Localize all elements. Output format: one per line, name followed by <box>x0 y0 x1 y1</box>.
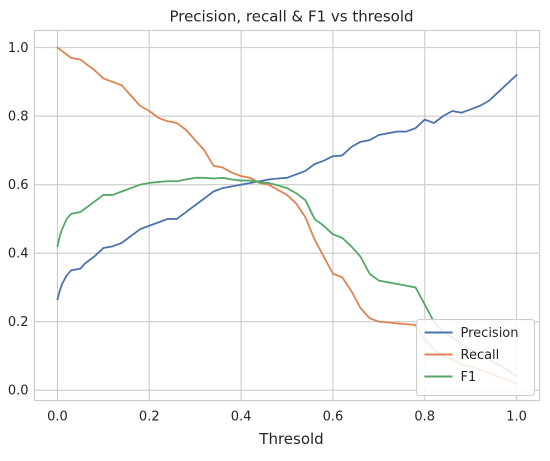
y-tick-label: 0.8 <box>8 110 29 125</box>
x-tick-label: 0.2 <box>139 410 160 425</box>
x-tick-label: 0.8 <box>414 410 435 425</box>
y-tick-labels: 0.0 0.2 0.4 0.6 0.8 1.0 <box>8 41 29 399</box>
y-tick-label: 0.2 <box>8 315 29 330</box>
x-tick-label: 0.4 <box>231 410 252 425</box>
y-tick-label: 0.0 <box>8 384 29 399</box>
legend-label-precision: Precision <box>461 326 519 341</box>
chart-title: Precision, recall & F1 vs thresold <box>169 8 413 26</box>
x-axis-label: Thresold <box>258 430 323 448</box>
x-tick-label: 0.6 <box>323 410 344 425</box>
precision-line <box>56 74 518 301</box>
y-tick-label: 0.4 <box>8 247 29 262</box>
legend-label-recall: Recall <box>461 348 500 363</box>
y-tick-label: 1.0 <box>8 41 29 56</box>
x-tick-label: 1.0 <box>506 410 527 425</box>
x-tick-labels: 0.0 0.2 0.4 0.6 0.8 1.0 <box>47 410 527 425</box>
legend: Precision Recall F1 <box>416 319 535 396</box>
plot-area: Precision Recall F1 <box>33 29 541 402</box>
x-tick-label: 0.0 <box>47 410 68 425</box>
plot-border <box>33 29 541 402</box>
axes-frame <box>33 29 541 402</box>
legend-label-f1: F1 <box>461 370 477 385</box>
y-tick-label: 0.6 <box>8 178 29 193</box>
